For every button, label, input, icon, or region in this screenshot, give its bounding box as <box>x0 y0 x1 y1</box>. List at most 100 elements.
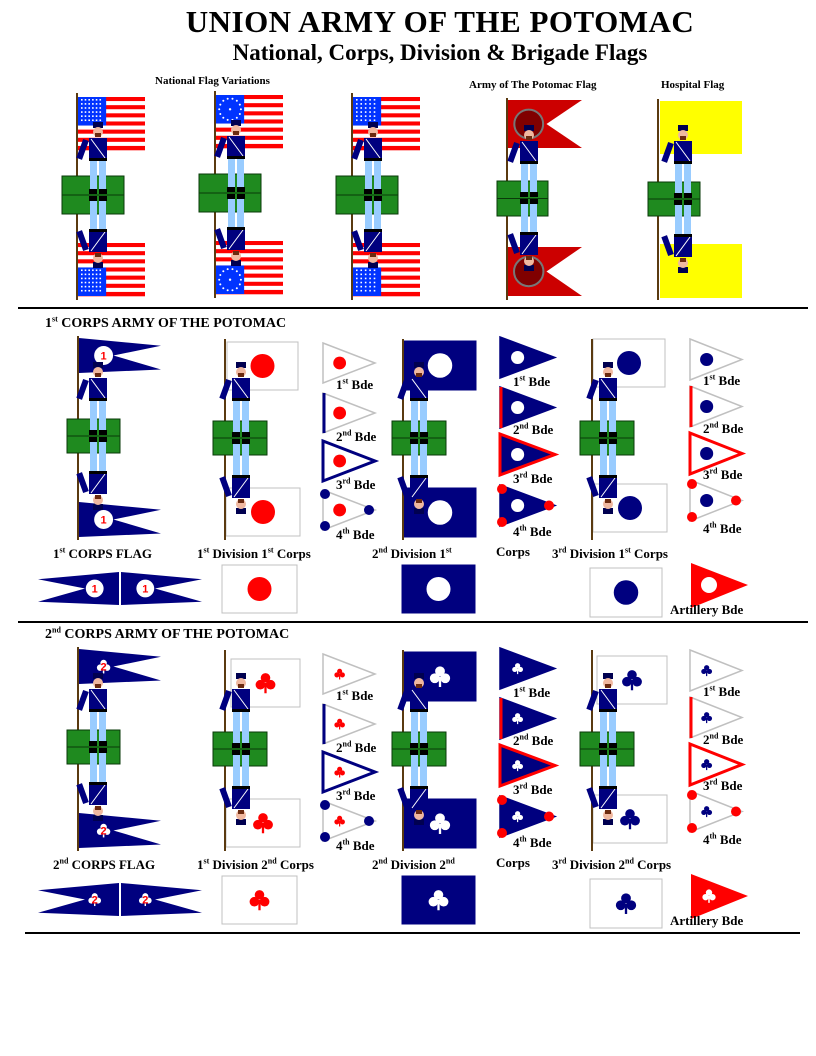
boot <box>374 189 382 194</box>
ordinal-suffix: th <box>709 831 717 841</box>
division-caption: 1st Division 1st Corps <box>197 546 311 562</box>
army-flag-label: Army of The Potomac Flag <box>469 79 597 91</box>
kepi-cap <box>368 262 378 268</box>
boot <box>674 200 682 205</box>
shoulder-strap <box>233 788 249 809</box>
star-icon <box>238 103 241 106</box>
brigade-pennant <box>322 702 378 746</box>
pennant-field <box>38 883 119 916</box>
corps-section-heading: 1st CORPS ARMY OF THE POTOMAC <box>45 315 286 332</box>
star-icon <box>356 285 358 288</box>
clover-icon <box>512 811 524 823</box>
color-bearer-figure <box>219 362 250 514</box>
trouser-leg <box>684 204 691 234</box>
brigade-label: 3rd Bde <box>336 477 375 493</box>
section-divider <box>18 621 808 623</box>
belt <box>227 227 245 230</box>
soldier-arm <box>219 378 232 400</box>
flag-stripe <box>78 133 145 139</box>
label-text: 1 <box>703 373 710 388</box>
ordinal-suffix: nd <box>445 856 455 866</box>
star-icon <box>95 119 98 122</box>
brigade-label: 2nd Bde <box>703 421 743 437</box>
star-icon <box>231 289 234 292</box>
kepi-cap <box>93 262 103 268</box>
boot <box>410 750 418 755</box>
belt <box>674 161 692 164</box>
shoulder-strap <box>600 378 616 399</box>
clover-icon <box>96 659 111 674</box>
shoulder-strap <box>90 689 106 710</box>
star-icon <box>235 116 238 119</box>
figure-reflection <box>507 199 538 271</box>
star-icon <box>360 273 363 276</box>
brigade-label: 3rd Bde <box>703 778 742 794</box>
star-icon <box>84 107 87 109</box>
flag-stripe <box>216 139 283 145</box>
star-icon <box>364 107 367 109</box>
soldier-arm <box>397 378 410 400</box>
ordinal-suffix: rd <box>519 470 528 480</box>
boot <box>410 743 418 748</box>
disc-icon <box>618 496 642 520</box>
color-bearer-figure <box>76 673 107 821</box>
soldier-arm <box>661 235 674 257</box>
flag-stripe <box>78 267 145 272</box>
label-text: Division 2 <box>566 857 626 872</box>
star-icon <box>369 115 371 117</box>
star-icon <box>92 111 94 113</box>
brigade-label: 3rd Bde <box>336 788 375 804</box>
soldier-arm <box>76 378 89 400</box>
clover-icon <box>615 893 637 914</box>
belt <box>89 229 107 232</box>
label-text: 1 <box>197 546 204 561</box>
disc-icon <box>700 446 714 461</box>
star-icon <box>88 111 90 113</box>
artillery-label: Artillery Bde <box>670 602 744 617</box>
boot <box>89 196 97 201</box>
kepi-cap <box>678 125 688 131</box>
star-icon <box>369 103 371 105</box>
brigade-label: 3rd Bde <box>513 782 552 798</box>
star-icon <box>84 269 87 272</box>
brigade-pennant <box>689 384 745 429</box>
boot <box>99 196 107 201</box>
flag-stripe <box>78 141 145 147</box>
clover-icon <box>334 668 345 680</box>
trouser-leg <box>233 401 240 433</box>
ordinal-suffix: st <box>203 545 210 555</box>
trouser-leg <box>99 401 106 431</box>
boot <box>609 439 617 444</box>
pennant-field <box>689 789 745 834</box>
disc-icon <box>701 577 717 593</box>
ordinal-suffix: st <box>709 372 716 382</box>
flag-stripe <box>216 143 283 149</box>
star-icon <box>88 107 90 109</box>
belt <box>599 398 617 401</box>
beard <box>416 373 422 377</box>
boot <box>609 432 617 437</box>
boot <box>520 199 528 204</box>
label-text: 4 <box>703 832 710 847</box>
grass-base <box>647 181 701 217</box>
clover-icon <box>701 712 713 724</box>
star-icon <box>95 277 98 280</box>
star-icon <box>92 119 94 122</box>
star-icon <box>218 278 221 281</box>
shoulder-strap <box>90 138 106 159</box>
star-icon <box>373 99 376 101</box>
star-icon <box>373 281 376 284</box>
belt <box>410 786 428 789</box>
figure-reflection <box>219 750 250 825</box>
belt <box>520 232 538 235</box>
kepi-cap <box>414 362 424 368</box>
star-icon <box>92 273 94 276</box>
star-icon <box>356 115 358 117</box>
trouser-leg <box>609 443 616 475</box>
national-flag-label: National Flag Variations <box>155 75 270 87</box>
flag-stripe <box>78 279 145 285</box>
corner-dot <box>687 823 697 833</box>
star-icon <box>81 269 83 272</box>
star-icon <box>369 289 371 292</box>
clover-icon <box>334 766 345 778</box>
